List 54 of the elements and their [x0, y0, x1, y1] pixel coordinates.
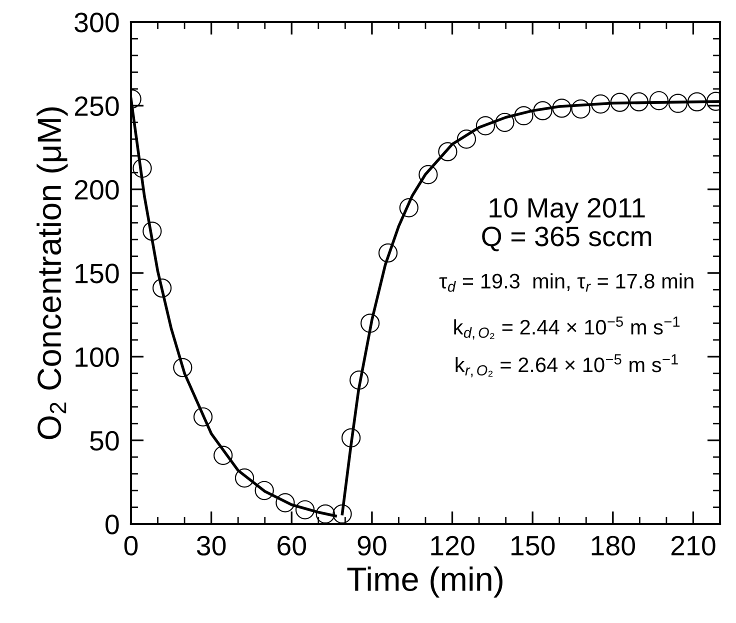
annotation: τ$_{d}$ = 19.3 min, τ$_{r}$ = 17.8 min [439, 273, 694, 292]
y-tick-label: 150 [76, 264, 119, 284]
point [438, 142, 458, 162]
x-tick-label: 180 [592, 536, 635, 556]
point [552, 98, 572, 118]
y-tick-label: 300 [74, 12, 119, 32]
point [418, 165, 438, 184]
x-tick-label: 30 [196, 536, 226, 556]
y-tick-label: 200 [74, 180, 119, 200]
point [591, 94, 610, 114]
y-tick-label: 0 [106, 514, 119, 534]
y-tick-label: 100 [76, 347, 119, 368]
annotation: Q = 365 sccm [482, 226, 652, 252]
point [295, 500, 315, 520]
point [378, 243, 398, 262]
point [341, 428, 361, 448]
x-tick-label: 210 [671, 536, 716, 556]
point [316, 504, 335, 524]
point [668, 94, 688, 113]
annotation: 10 May 2011 [490, 198, 645, 224]
y-axis-title: O$_{2}$ Concentration (μM) [36, 107, 68, 440]
x-tick-label: 120 [431, 536, 474, 556]
point [514, 106, 534, 126]
point [476, 116, 496, 136]
point [132, 158, 152, 178]
point [610, 92, 630, 112]
point [456, 130, 476, 149]
point [332, 504, 352, 524]
x-tick-label: 60 [278, 536, 306, 556]
point [276, 493, 295, 512]
point [399, 198, 418, 218]
point [214, 446, 233, 465]
x-tick-label: 0 [124, 536, 138, 556]
point [350, 370, 369, 390]
point [152, 278, 172, 298]
point [571, 99, 590, 119]
point [173, 358, 192, 378]
point [142, 222, 162, 241]
x-tick-label: 90 [358, 536, 386, 556]
point [649, 91, 669, 110]
point [193, 407, 213, 426]
point [495, 112, 514, 132]
y-tick-label: 50 [90, 431, 119, 451]
point [687, 92, 707, 112]
point [360, 314, 380, 333]
y-tick-label: 250 [74, 96, 119, 116]
point [234, 468, 254, 488]
annotation: k$_{r,O₂}$ = 2.64 × 10$^{−5}$ m s$^{−1}$ [456, 354, 678, 378]
annotation: k$_{d,O₂}$ = 2.44 × 10$^{−5}$ m s$^{−1}$ [454, 316, 680, 340]
point [254, 480, 274, 500]
x-axis-title: Time (min) [347, 566, 502, 598]
point [533, 101, 552, 120]
point [629, 92, 648, 112]
x-tick-label: 150 [512, 536, 555, 556]
